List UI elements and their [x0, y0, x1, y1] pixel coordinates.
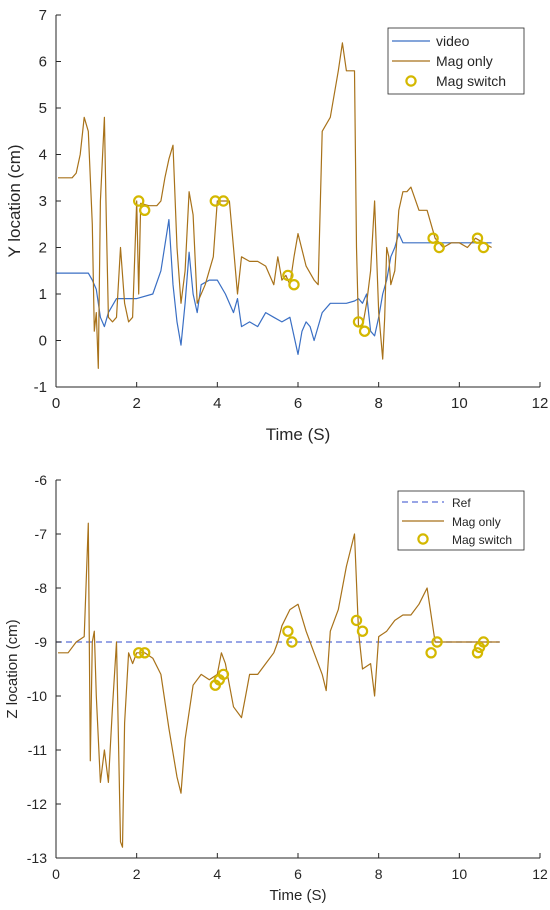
- legend-marker-mag-switch-bottom: [417, 533, 429, 545]
- chart-z-location: 0 2 4 6 8 10 12 -13 -12 -11 -10 -9 -8 -7 -6 Time (S) Z…: [4, 472, 548, 904]
- y-tick-label-bottom: -9: [35, 634, 48, 650]
- point-mag-switch-bottom: [286, 636, 298, 648]
- legend-top: video Mag only Mag switch: [387, 27, 525, 95]
- x-tick-label-bottom: 0: [52, 866, 60, 882]
- y-tick-label-top: 2: [39, 240, 47, 257]
- point-mag-switch-bottom: [217, 668, 230, 681]
- point-mag-switch-top: [358, 325, 371, 337]
- y-tick-label-top: 3: [39, 193, 47, 210]
- legend-label-mag-only-bottom: Mag only: [452, 515, 501, 529]
- point-mag-switch-bottom: [356, 625, 369, 637]
- point-mag-switch-bottom: [425, 647, 437, 659]
- y-tick-label-bottom: -8: [35, 580, 48, 596]
- x-tick-label-top: 2: [132, 395, 140, 412]
- y-tick-label-top: 0: [39, 333, 47, 350]
- series-line-mag-only-top: [58, 42, 492, 369]
- x-tick-label-bottom: 4: [213, 866, 221, 882]
- legend-label-ref: Ref: [452, 496, 471, 510]
- series-line-mag-only-bottom: [58, 522, 500, 848]
- y-tick-label-top: 7: [39, 7, 47, 24]
- y-tick-label-top: -1: [34, 379, 47, 396]
- legend-label-mag-switch-bottom: Mag switch: [452, 533, 512, 547]
- point-mag-switch-top: [132, 195, 145, 207]
- legend-label-mag-only-top: Mag only: [436, 53, 493, 69]
- y-tick-label-bottom: -7: [35, 526, 48, 542]
- legend-label-video: video: [436, 33, 470, 49]
- y-axis-label-bottom: Z location (cm): [4, 619, 21, 718]
- point-mag-switch-top: [427, 232, 439, 244]
- point-mag-switch-bottom: [471, 647, 484, 659]
- point-mag-switch-top: [217, 195, 230, 207]
- point-mag-switch-top: [138, 204, 151, 216]
- point-mag-switch-bottom: [477, 636, 490, 648]
- x-tick-label-top: 12: [532, 395, 549, 412]
- x-tick-label-top: 6: [294, 395, 302, 412]
- x-tick-label-bottom: 8: [375, 866, 383, 882]
- y-tick-label-top: 6: [39, 54, 47, 71]
- legend-marker-mag-switch-top: [405, 75, 417, 87]
- y-tick-label-top: 5: [39, 100, 47, 117]
- x-axis-label-top: Time (S): [266, 425, 331, 444]
- y-tick-label-top: 1: [39, 286, 47, 303]
- y-tick-label-bottom: -13: [27, 850, 47, 866]
- point-mag-switch-top: [282, 269, 294, 282]
- x-tick-label-bottom: 6: [294, 866, 302, 882]
- x-axis-label-bottom: Time (S): [270, 887, 327, 904]
- y-tick-label-bottom: -12: [27, 796, 47, 812]
- y-tick-label-top: 4: [39, 147, 47, 164]
- point-mag-switch-top: [288, 279, 300, 291]
- point-mag-switch-top: [471, 232, 484, 244]
- point-mag-switch-bottom: [350, 614, 363, 627]
- legend-label-mag-switch-top: Mag switch: [436, 73, 506, 89]
- point-mag-switch-bottom: [431, 636, 443, 648]
- y-axis-label-top: Y location (cm): [5, 144, 24, 257]
- y-tick-label-bottom: -6: [35, 472, 48, 488]
- series-layer-top: [56, 42, 492, 369]
- series-layer-bottom: [56, 522, 500, 848]
- x-tick-label-top: 8: [374, 395, 382, 412]
- x-tick-label-bottom: 10: [452, 866, 468, 882]
- point-mag-switch-bottom: [132, 647, 145, 659]
- axes-bottom: 0 2 4 6 8 10 12 -13 -12 -11 -10 -9 -8 -7 -6: [27, 472, 548, 882]
- x-tick-label-top: 10: [451, 395, 468, 412]
- x-tick-label-bottom: 12: [532, 866, 548, 882]
- legend-bottom: Ref Mag only Mag switch: [397, 490, 525, 551]
- point-mag-switch-bottom: [138, 647, 151, 659]
- y-tick-label-bottom: -10: [27, 688, 47, 704]
- point-mag-switch-top: [433, 241, 445, 254]
- x-tick-label-bottom: 2: [133, 866, 141, 882]
- x-tick-label-top: 4: [213, 395, 221, 412]
- point-mag-switch-top: [352, 316, 365, 328]
- x-tick-label-top: 0: [52, 395, 60, 412]
- point-mag-switch-top: [477, 241, 490, 254]
- point-mag-switch-bottom: [282, 625, 294, 637]
- y-tick-label-bottom: -11: [28, 742, 47, 758]
